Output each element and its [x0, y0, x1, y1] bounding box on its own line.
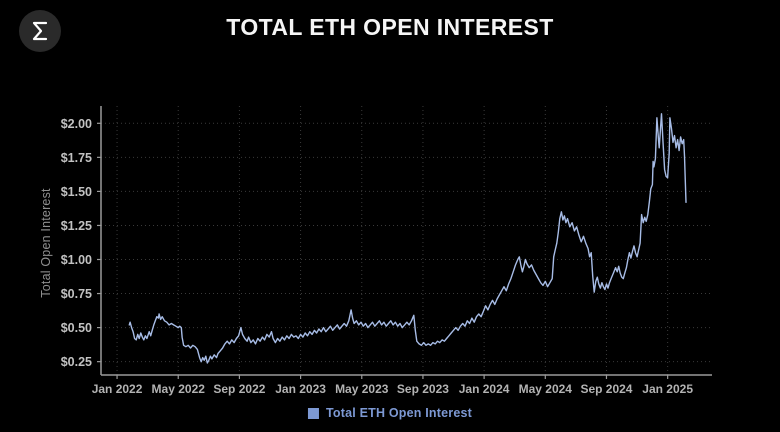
x-tick-label: May 2024 — [519, 382, 573, 396]
y-tick-label: $0.50 — [61, 321, 92, 335]
x-tick-label: May 2023 — [335, 382, 389, 396]
x-tick-label: Jan 2025 — [642, 382, 693, 396]
oi-line-series — [128, 113, 687, 364]
x-tick-label: Jan 2023 — [275, 382, 326, 396]
legend-label: Total ETH Open Interest — [325, 406, 473, 420]
y-tick-label: $1.75 — [61, 151, 92, 165]
x-tick-label: May 2022 — [152, 382, 206, 396]
y-tick-label: $2.00 — [61, 117, 92, 131]
sigma-logo-icon — [32, 21, 48, 41]
x-tick-label: Sep 2024 — [580, 382, 632, 396]
x-tick-label: Jan 2022 — [92, 382, 143, 396]
y-tick-label: $0.25 — [61, 355, 92, 369]
logo-button[interactable] — [19, 10, 61, 52]
legend[interactable]: Total ETH Open Interest — [307, 406, 473, 420]
page-title: TOTAL ETH OPEN INTEREST — [226, 14, 554, 40]
x-tick-label: Sep 2023 — [397, 382, 449, 396]
y-tick-label: $1.25 — [61, 219, 92, 233]
y-tick-label: $1.00 — [61, 253, 92, 267]
y-tick-label: $0.75 — [61, 287, 92, 301]
x-tick-label: Jan 2024 — [459, 382, 510, 396]
legend-swatch-icon — [307, 407, 319, 419]
y-tick-label: $1.50 — [61, 185, 92, 199]
x-tick-label: Sep 2022 — [213, 382, 265, 396]
